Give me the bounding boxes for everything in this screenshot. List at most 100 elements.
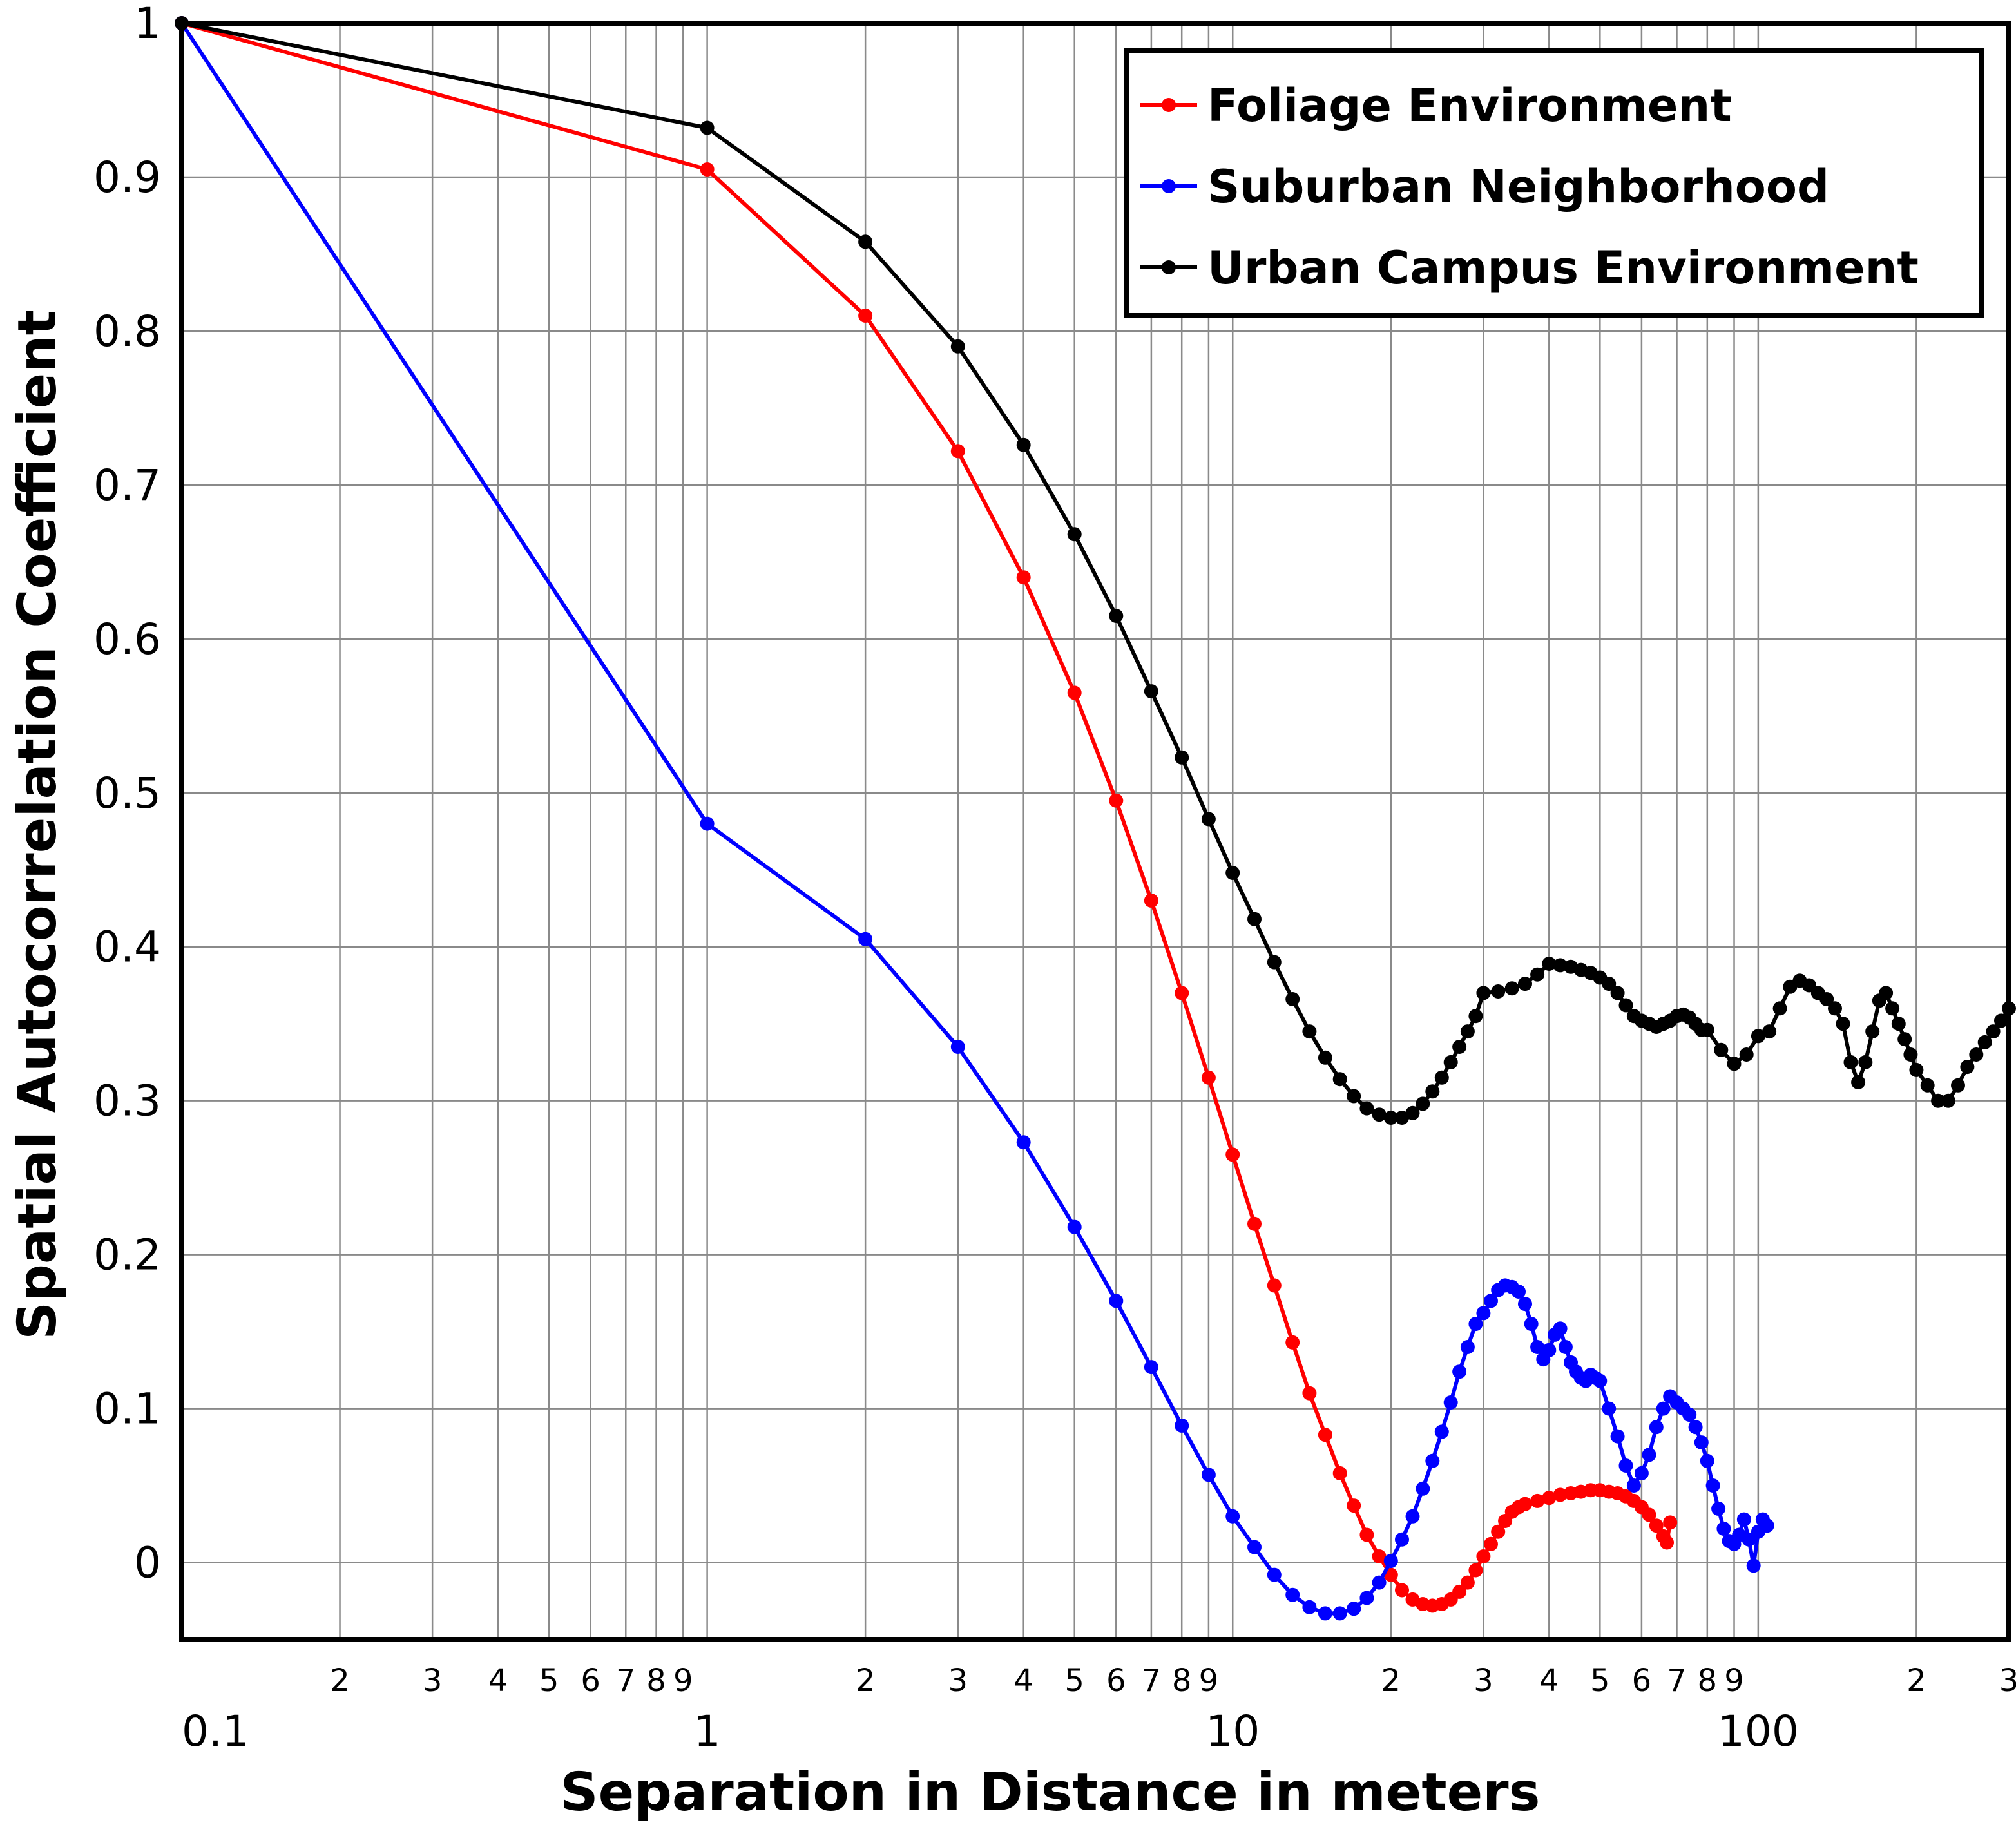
data-point	[1109, 793, 1124, 808]
y-tick-label: 1	[134, 0, 161, 48]
x-minor-tick-label: 2	[856, 1663, 876, 1699]
data-point	[1649, 1518, 1664, 1533]
data-point	[1891, 1017, 1906, 1031]
data-point	[1302, 1024, 1317, 1039]
data-point	[1468, 1317, 1483, 1332]
legend-swatch-marker	[1162, 98, 1176, 112]
data-point	[1663, 1515, 1678, 1530]
data-point	[1626, 1478, 1641, 1493]
legend: Foliage Environment Suburban Neighborhood…	[1124, 48, 1984, 318]
data-point	[1518, 977, 1532, 991]
y-tick-label: 0	[134, 1538, 161, 1588]
data-point	[1705, 1478, 1720, 1493]
data-point	[1542, 1491, 1557, 1506]
data-point	[1476, 1306, 1491, 1321]
data-point	[1558, 1340, 1573, 1354]
data-point	[1530, 1493, 1545, 1508]
data-point	[1247, 1216, 1262, 1231]
data-point	[1016, 437, 1031, 452]
data-point	[1395, 1111, 1409, 1125]
data-point	[1468, 1009, 1483, 1024]
data-point	[1714, 1042, 1729, 1057]
x-major-tick-label: 0.1	[182, 1707, 249, 1756]
data-point	[1602, 977, 1617, 991]
data-point	[1610, 986, 1625, 1000]
data-point	[1760, 1518, 1774, 1533]
y-tick-label: 0.8	[93, 307, 161, 356]
data-point	[1530, 1340, 1545, 1354]
data-point	[1201, 812, 1216, 827]
data-point	[1649, 1420, 1664, 1435]
data-point	[1460, 1575, 1475, 1590]
y-tick-label: 0.3	[93, 1076, 161, 1126]
data-point	[1751, 1029, 1765, 1044]
x-minor-tick-label: 2	[1381, 1663, 1401, 1699]
data-point	[700, 162, 715, 177]
data-point	[1903, 1047, 1918, 1062]
series-layer	[175, 16, 2016, 1621]
x-minor-tick-label: 3	[948, 1663, 968, 1699]
x-minor-tick-label: 6	[581, 1663, 600, 1699]
x-minor-tick-label: 2	[330, 1663, 350, 1699]
data-point	[1843, 1055, 1858, 1069]
data-point	[1016, 570, 1031, 585]
data-point	[1144, 894, 1158, 908]
y-tick-label: 0.2	[93, 1230, 161, 1280]
x-minor-tick-label: 9	[673, 1663, 693, 1699]
data-point	[1267, 955, 1282, 970]
x-minor-tick-label: 7	[1142, 1663, 1162, 1699]
data-point	[1476, 1549, 1491, 1563]
data-point	[1395, 1532, 1409, 1547]
data-point	[1347, 1602, 1361, 1616]
data-point	[1897, 1032, 1912, 1047]
data-point	[1395, 1583, 1409, 1598]
data-point	[1909, 1062, 1924, 1077]
data-point	[1484, 1294, 1498, 1308]
x-minor-tick-label: 7	[616, 1663, 636, 1699]
data-point	[1175, 750, 1189, 765]
data-point	[1618, 1458, 1633, 1473]
data-point	[1443, 1055, 1458, 1069]
x-major-tick-label: 1	[694, 1707, 721, 1756]
data-point	[1468, 1563, 1483, 1578]
data-point	[1452, 1364, 1467, 1379]
data-point	[1920, 1078, 1935, 1093]
data-point	[1700, 1453, 1714, 1468]
data-point	[1285, 1335, 1300, 1350]
data-point	[1530, 967, 1545, 982]
data-point	[1405, 1105, 1420, 1120]
data-point	[858, 234, 873, 249]
data-point	[1716, 1522, 1731, 1536]
data-point	[1332, 1072, 1347, 1087]
data-point	[1201, 1070, 1216, 1085]
data-point	[1688, 1420, 1703, 1435]
data-point	[1434, 1070, 1449, 1085]
legend-box	[1124, 48, 1984, 318]
data-point	[1772, 1001, 1787, 1016]
plot-frame	[179, 21, 2011, 1642]
data-point	[1951, 1078, 1965, 1093]
data-point	[1977, 1035, 1992, 1049]
data-point	[1267, 1567, 1282, 1582]
data-point	[1372, 1549, 1387, 1563]
data-point	[1746, 1558, 1761, 1573]
x-axis-label: Separation in Distance in meters	[561, 1762, 1541, 1823]
x-minor-tick-label: 9	[1724, 1663, 1744, 1699]
data-point	[1225, 1509, 1240, 1524]
x-minor-tick-label: 8	[646, 1663, 666, 1699]
x-minor-tick-label: 3	[1999, 1663, 2016, 1699]
data-point	[1443, 1395, 1458, 1410]
series-0	[175, 16, 1678, 1613]
data-point	[1285, 992, 1300, 1006]
data-point	[1359, 1591, 1374, 1605]
data-point	[1960, 1060, 1975, 1075]
data-point	[1347, 1498, 1361, 1513]
data-point	[1347, 1089, 1361, 1104]
data-point	[1383, 1554, 1398, 1569]
data-point	[1941, 1093, 1955, 1108]
data-point	[1512, 1285, 1526, 1299]
data-point	[1542, 1343, 1557, 1357]
x-minor-tick-label: 9	[1199, 1663, 1219, 1699]
data-point	[1858, 1055, 1873, 1069]
data-point	[1660, 1535, 1674, 1550]
